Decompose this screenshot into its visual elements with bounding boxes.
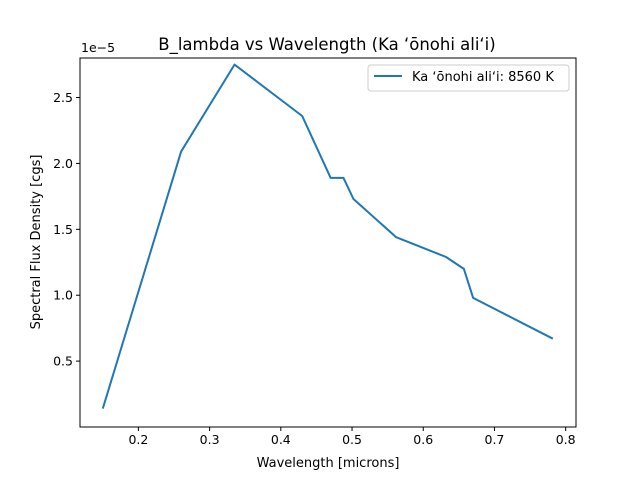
x-tick-label: 0.2	[128, 432, 148, 447]
ticks-layer: 0.2 0.3 0.4 0.5 0.6 0.7 0.8 0.5 1.0 1.5 2.0 2.5	[53, 90, 576, 447]
y-tick-label: 2.0	[53, 156, 73, 171]
series-line	[101, 63, 554, 409]
x-tick-label: 0.3	[200, 432, 220, 447]
x-tick-label: 0.8	[556, 432, 576, 447]
plot-area-frame	[79, 57, 577, 428]
y-axis-offset-text: 1e−5	[81, 40, 115, 55]
y-tick-label: 1.0	[53, 288, 73, 303]
legend-box	[367, 64, 570, 92]
y-tick-label: 0.5	[53, 354, 73, 369]
y-axis-label: Spectral Flux Density [cgs]	[29, 155, 44, 330]
chart-title: B_lambda vs Wavelength (Ka ʻōnohi aliʻi)	[158, 35, 495, 55]
x-tick-label: 0.7	[485, 432, 505, 447]
x-tick-label: 0.6	[413, 432, 433, 447]
x-tick-label: 0.5	[342, 432, 362, 447]
legend-entry-label: Ka ʻōnohi aliʻi: 8560 K	[412, 70, 554, 85]
series-layer	[101, 63, 554, 409]
x-axis-label: Wavelength [microns]	[257, 456, 400, 471]
y-tick-label: 1.5	[53, 222, 73, 237]
legend: Ka ʻōnohi aliʻi: 8560 K	[367, 64, 570, 92]
y-tick-label: 2.5	[53, 90, 73, 105]
x-tick-label: 0.4	[271, 432, 291, 447]
